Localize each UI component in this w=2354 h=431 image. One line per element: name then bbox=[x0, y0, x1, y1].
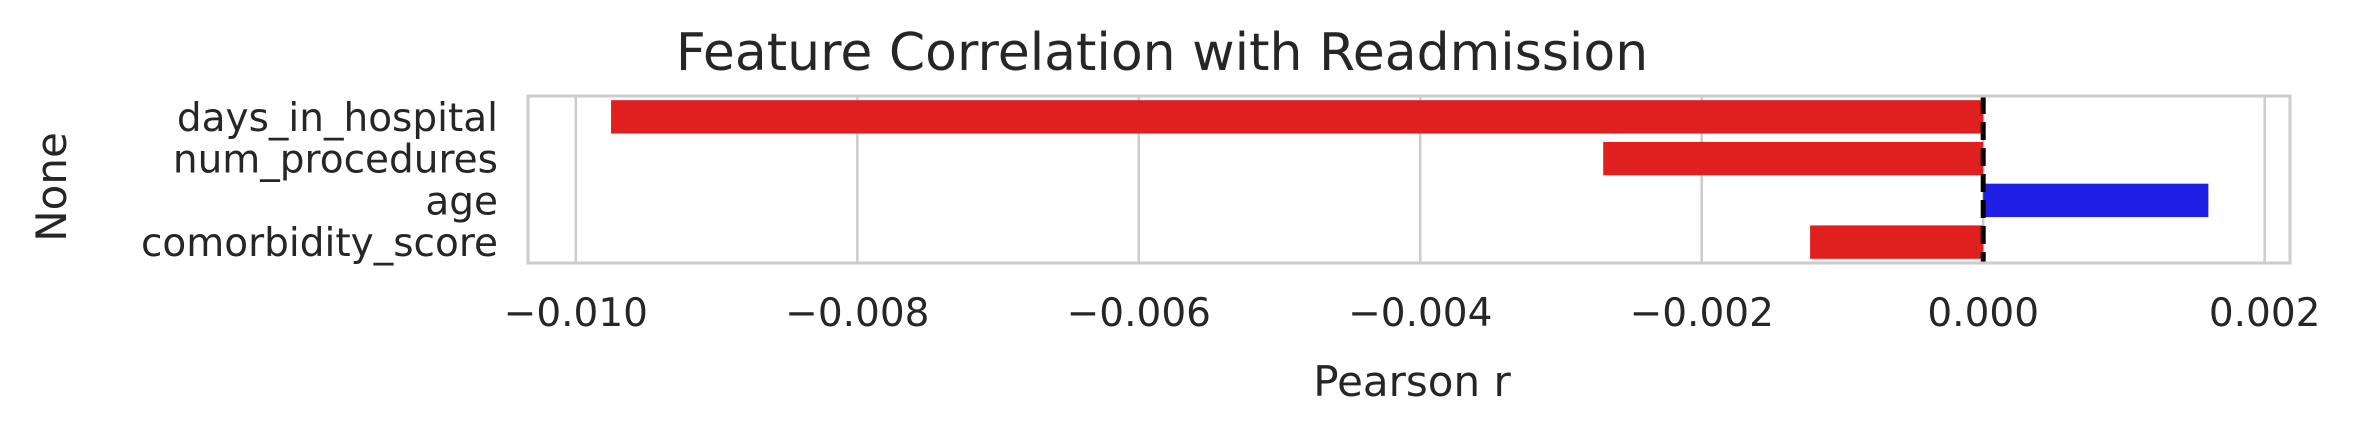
x-tick-label: −0.008 bbox=[785, 291, 929, 336]
category-labels: days_in_hospitalnum_proceduresagecomorbi… bbox=[141, 96, 498, 266]
x-tick-label: 0.000 bbox=[1927, 291, 2039, 336]
category-label: days_in_hospital bbox=[177, 96, 498, 141]
bar-age bbox=[1983, 183, 2209, 218]
x-tick-label: −0.010 bbox=[504, 291, 648, 336]
x-tick-labels: −0.010 −0.008 −0.006 −0.004 −0.002 0.000 0.002 bbox=[504, 291, 2321, 336]
x-axis-label: Pearson r bbox=[1313, 357, 1511, 406]
bars bbox=[611, 100, 2209, 259]
bar-num_procedures bbox=[1603, 141, 1984, 176]
category-label: comorbidity_score bbox=[141, 221, 498, 266]
plot-frame bbox=[526, 94, 2292, 265]
category-label: num_procedures bbox=[173, 138, 498, 183]
x-tick-label: −0.002 bbox=[1630, 291, 1774, 336]
chart-title: Feature Correlation with Readmission bbox=[676, 23, 1648, 83]
x-tick-label: −0.006 bbox=[1067, 291, 1211, 336]
bar-days_in_hospital bbox=[611, 100, 1984, 134]
bar-comorbidity_score bbox=[1810, 225, 1984, 259]
x-tick-label: −0.004 bbox=[1348, 291, 1492, 336]
category-label: age bbox=[425, 179, 498, 224]
x-tick-label: 0.002 bbox=[2209, 291, 2321, 336]
y-axis-label: None bbox=[27, 132, 76, 242]
